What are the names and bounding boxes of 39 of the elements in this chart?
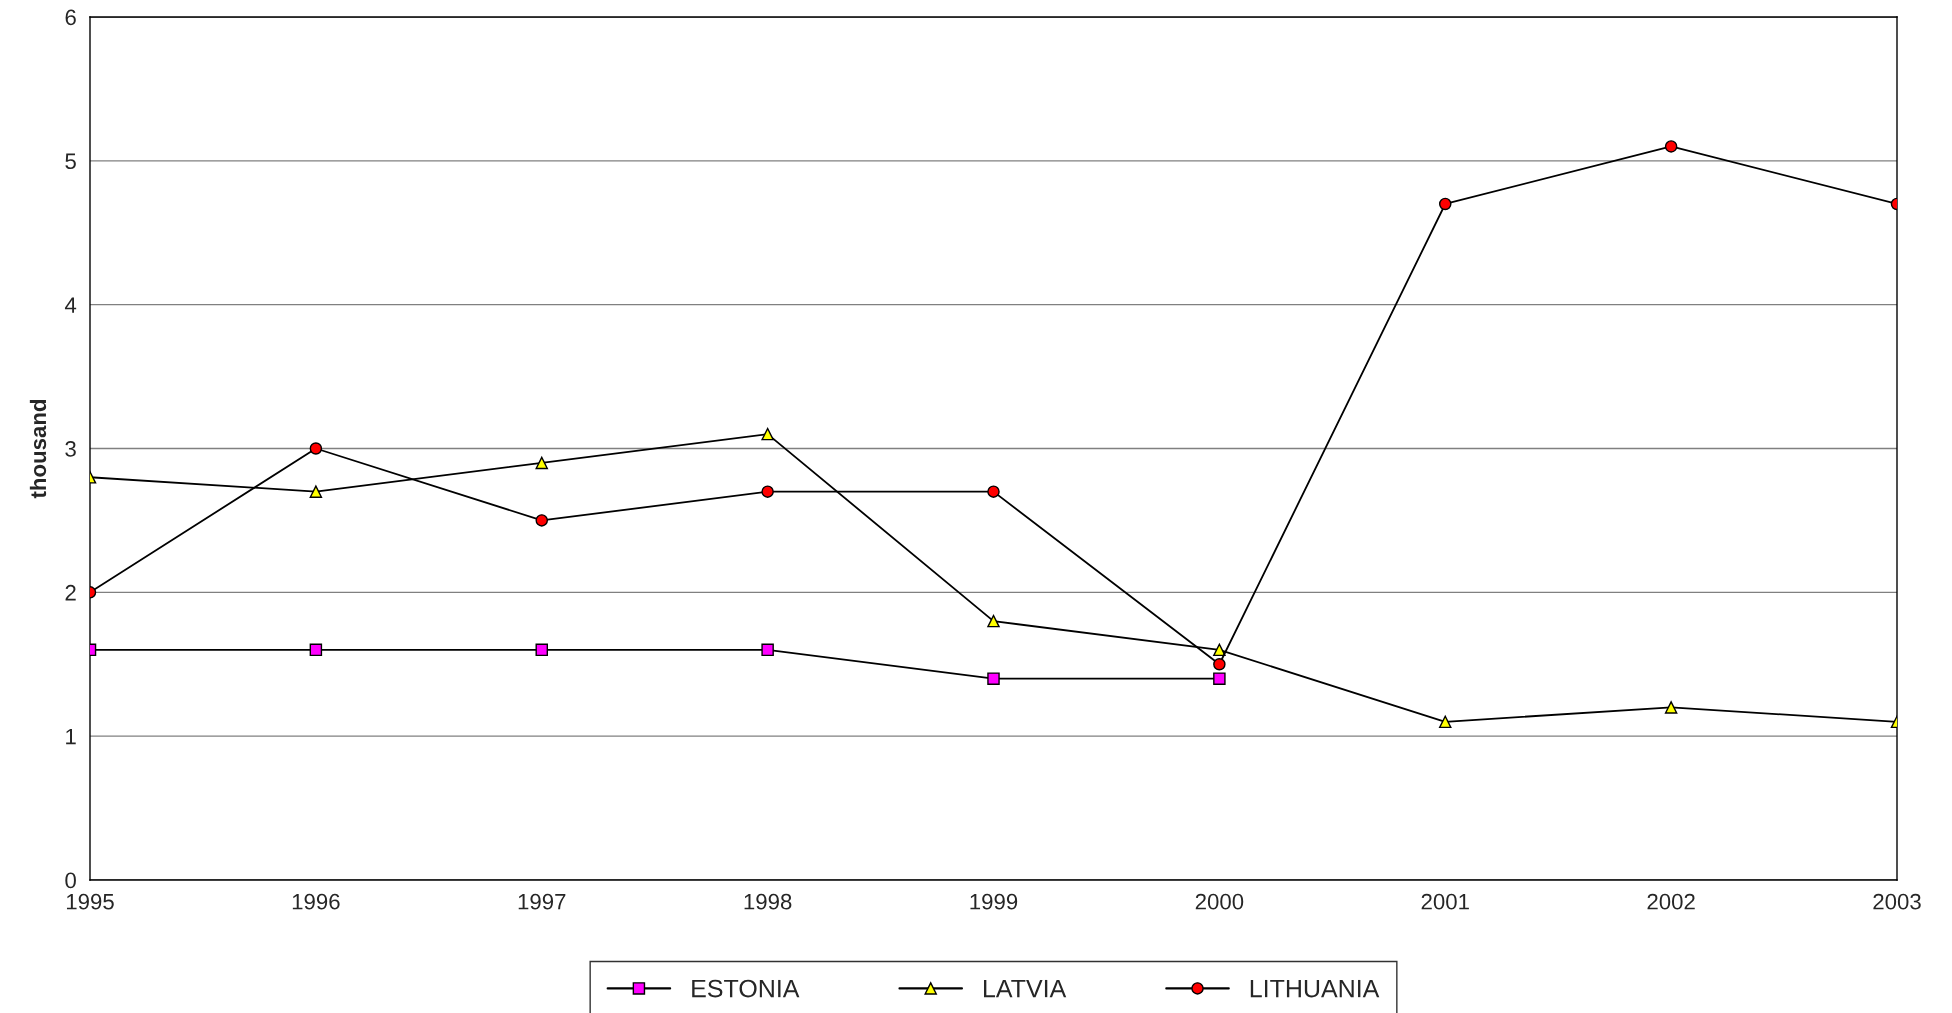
point (761, 643, 774, 657)
x-tick-label: 1999 (970, 893, 1018, 910)
y-tick-label: 0 (65, 872, 76, 889)
x-tick-label: 2003 (1873, 893, 1921, 910)
point (761, 485, 774, 498)
y-axis-title: thousand (29, 399, 47, 499)
y-tick-label: 5 (65, 153, 76, 170)
point (987, 485, 1000, 498)
point (1664, 701, 1678, 714)
point (1213, 657, 1226, 671)
point (535, 643, 549, 657)
y-tick-label: 1 (66, 728, 76, 745)
legend-label: LATVIA (984, 979, 1067, 998)
x-tick-label: 2000 (1195, 893, 1244, 910)
point (535, 456, 549, 470)
y-tick-label: 6 (65, 9, 76, 26)
point (1213, 672, 1226, 685)
x-tick-label: 1997 (518, 893, 566, 910)
x-tick-label: 2002 (1647, 893, 1695, 910)
legend-label: LITHUANIA (1250, 979, 1380, 998)
point (309, 442, 323, 455)
point (1664, 140, 1678, 153)
point (535, 514, 549, 527)
x-tick-label: 2001 (1421, 893, 1469, 910)
point (1438, 197, 1452, 211)
y-tick-label: 3 (65, 441, 76, 457)
point (761, 427, 774, 441)
y-tick-label: 4 (64, 297, 77, 313)
point (1438, 715, 1452, 729)
point (309, 485, 323, 498)
x-tick-label: 1995 (66, 893, 114, 910)
legend-label: ESTONIA (692, 979, 800, 998)
point (987, 614, 1000, 628)
point (987, 672, 1000, 685)
x-tick-label: 1996 (292, 893, 340, 910)
x-tick-label: 1998 (744, 893, 792, 910)
point (1213, 643, 1226, 657)
point (309, 643, 323, 657)
y-tick-label: 2 (65, 584, 76, 601)
